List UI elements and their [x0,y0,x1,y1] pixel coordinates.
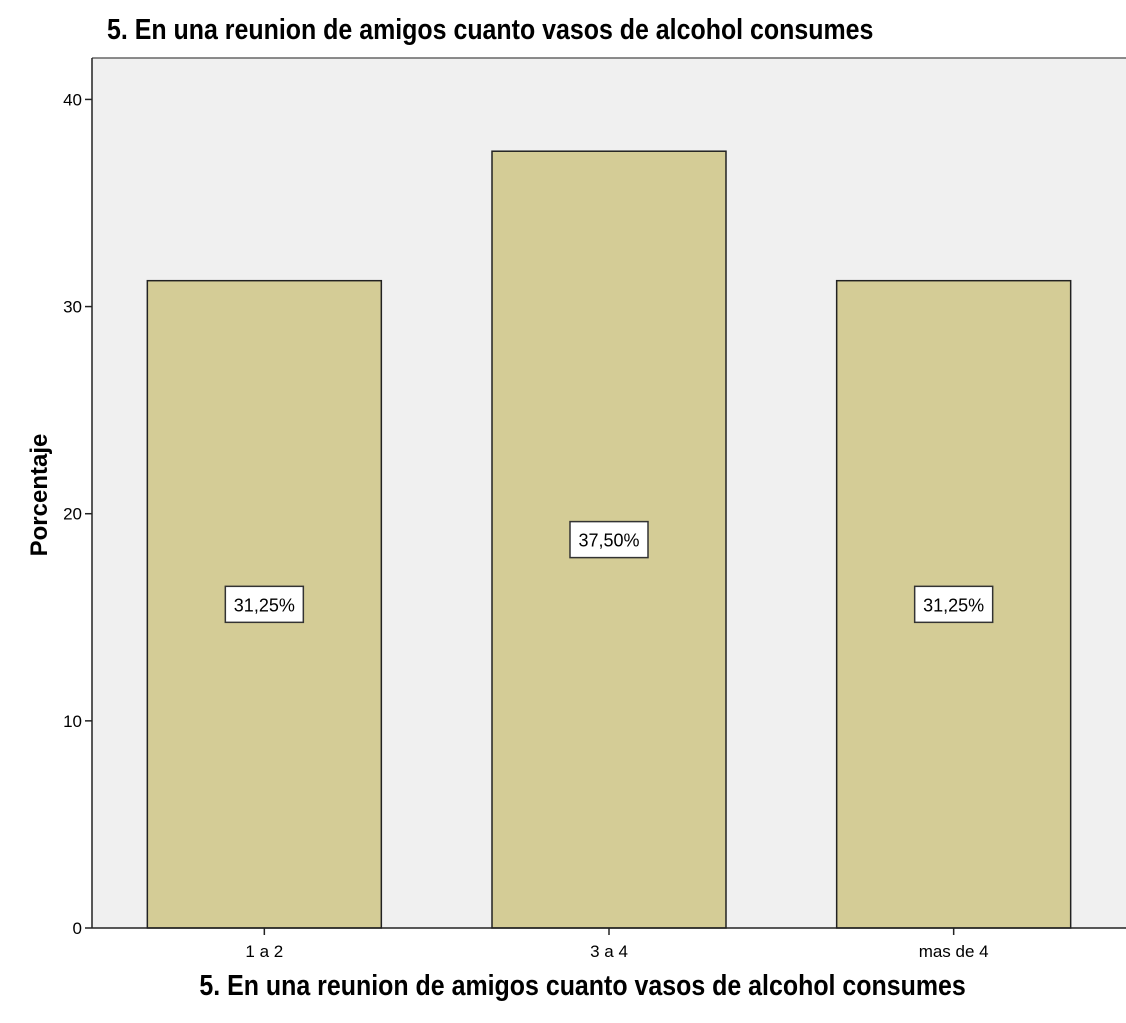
x-axis-label: 5. En una reunion de amigos cuanto vasos… [199,970,967,1002]
data-label-box [224,585,305,624]
x-tick-label: 1 a 2 [245,942,283,961]
y-tick-label: 40 [63,90,82,109]
data-label-box [569,520,649,559]
data-label: 31,25% [923,595,984,615]
y-tick-label: 10 [63,712,82,731]
x-tick-label: mas de 4 [919,942,989,961]
x-axis-label-wrap: 5. En una reunion de amigos cuanto vasos… [0,970,1126,1003]
y-tick-label: 0 [73,919,82,938]
y-tick-label: 20 [63,505,82,524]
chart-title: 5. En una reunion de amigos cuanto vasos… [107,14,874,46]
data-label: 31,25% [234,595,295,615]
y-tick-label: 30 [63,298,82,317]
data-label-box [913,585,994,624]
data-label: 37,50% [578,531,639,551]
x-tick-label: 3 a 4 [590,942,628,961]
